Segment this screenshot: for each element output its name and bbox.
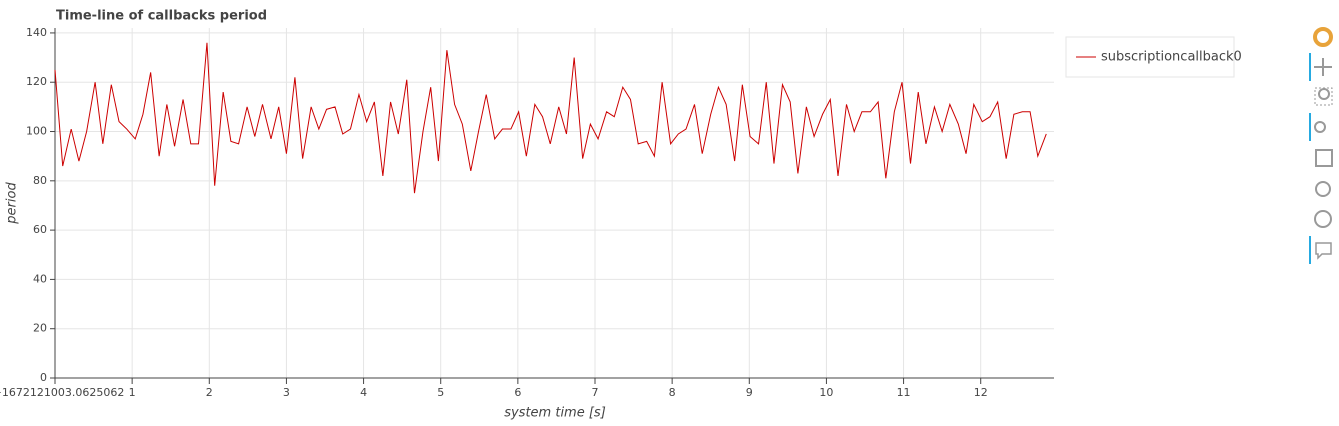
x-axis-label: system time [s] xyxy=(504,406,606,421)
x-tick-label: 4 xyxy=(360,386,367,399)
x-tick-label: 7 xyxy=(592,386,599,399)
y-axis-label: period xyxy=(5,182,20,225)
y-tick-label: 80 xyxy=(33,174,47,187)
x-tick-label: 11 xyxy=(897,386,911,399)
box-zoom-tool[interactable] xyxy=(1314,87,1333,106)
y-tick-label: 120 xyxy=(26,75,47,88)
y-tick-label: 20 xyxy=(33,322,47,335)
chart-title: Time-line of callbacks period xyxy=(56,9,267,24)
x-tick-label: 3 xyxy=(283,386,290,399)
legend-label: subscriptioncallback0 xyxy=(1101,50,1242,65)
x-tick-label: 8 xyxy=(669,386,676,399)
x-tick-label: 5 xyxy=(437,386,444,399)
bokeh-logo xyxy=(1313,27,1333,47)
x-tick-label: 12 xyxy=(974,386,988,399)
save-tool[interactable] xyxy=(1315,149,1333,167)
y-tick-label: 60 xyxy=(33,223,47,236)
pan-tool[interactable] xyxy=(1314,58,1332,76)
x-tick-label: 6 xyxy=(514,386,521,399)
plot-area: 0204060801001201400+1672121003.062506212… xyxy=(0,26,1054,399)
line-series xyxy=(54,42,1047,194)
toolbar xyxy=(1309,27,1333,264)
x-tick-label: 9 xyxy=(746,386,753,399)
y-tick-label: 0 xyxy=(40,371,47,384)
y-tick-label: 40 xyxy=(33,272,47,285)
hover-tool[interactable] xyxy=(1315,242,1332,260)
x-tick-label: 1 xyxy=(129,386,136,399)
y-tick-label: 140 xyxy=(26,26,47,39)
help-tool[interactable] xyxy=(1314,210,1332,228)
wheel-zoom-tool[interactable] xyxy=(1314,121,1326,133)
x-tick-label: 10 xyxy=(819,386,833,399)
reset-tool[interactable] xyxy=(1315,181,1331,197)
x-tick-label: 2 xyxy=(206,386,213,399)
x-tick-label: 0+1672121003.0625062 xyxy=(0,386,124,399)
y-tick-label: 100 xyxy=(26,125,47,138)
box-zoom-icon xyxy=(1318,88,1330,100)
